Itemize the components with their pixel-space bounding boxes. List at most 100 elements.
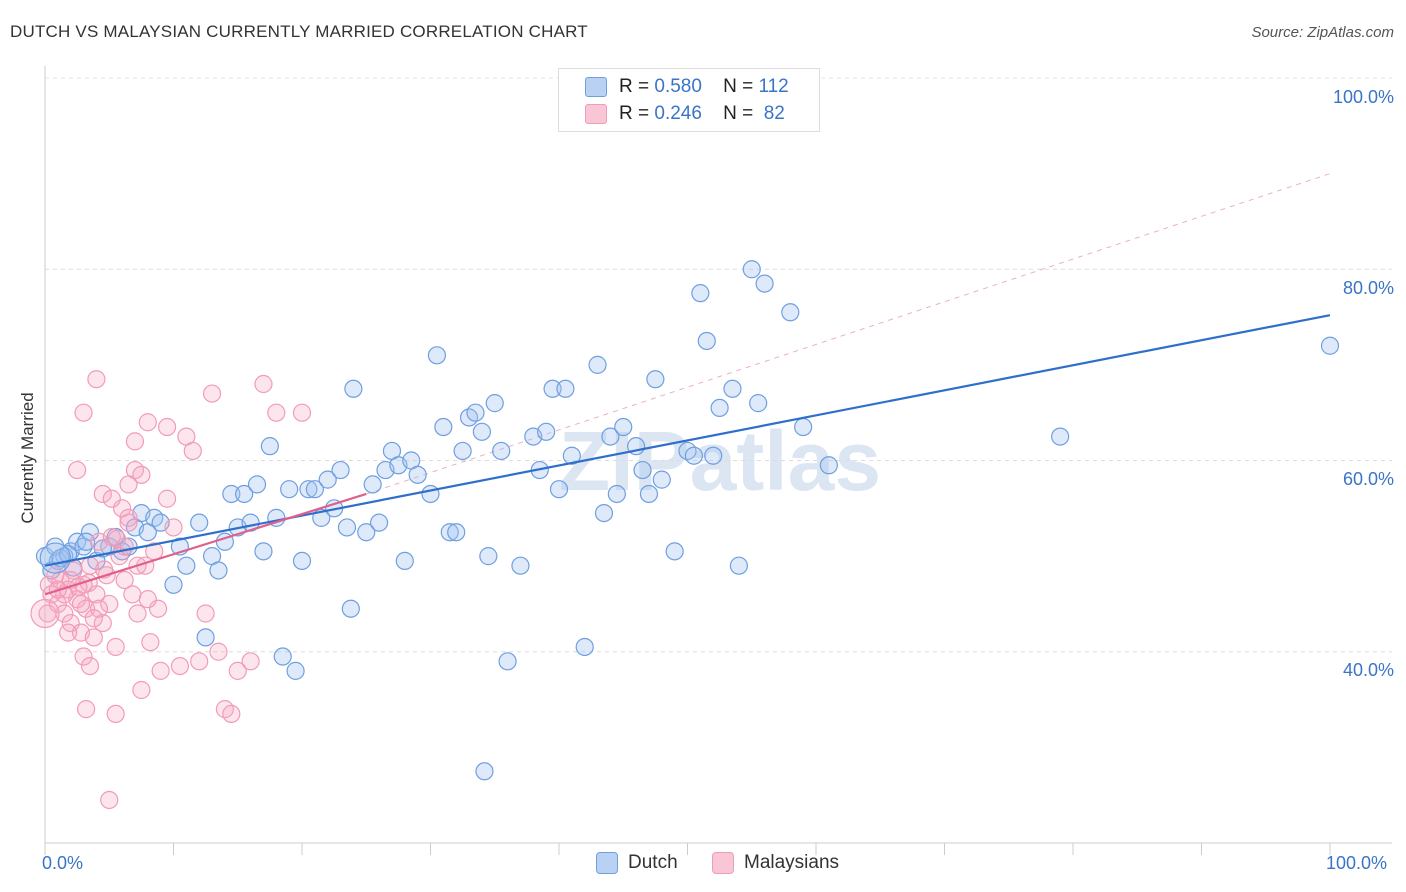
- legend-item-dutch[interactable]: Dutch: [596, 852, 678, 874]
- malaysians-point-36: [157, 417, 177, 437]
- malaysians-n-value: 82: [763, 103, 785, 124]
- malaysians-point-48: [241, 652, 260, 671]
- malaysians-point-29: [132, 465, 151, 484]
- malaysians-point-42: [196, 604, 215, 623]
- legend-item-malaysians[interactable]: Malaysians: [712, 852, 839, 874]
- dutch-point-32: [286, 661, 305, 680]
- malaysians-point-47: [228, 661, 247, 680]
- malaysians-point-25: [119, 513, 138, 532]
- dutch-point-71: [562, 446, 581, 465]
- malaysians-point-cluster: [30, 598, 60, 629]
- dutch-point-54: [440, 523, 459, 542]
- dutch-point-75: [601, 427, 620, 446]
- malaysians-point-26: [123, 585, 142, 604]
- dutch-point-56: [453, 441, 472, 461]
- malaysians-point-57: [132, 680, 151, 700]
- malaysians-point-51: [292, 403, 312, 422]
- dutch-point-18: [196, 628, 215, 647]
- dutch-point-70: [556, 379, 575, 398]
- stats-legend: R = 0.580 N = 112 R = 0.246 N = 82: [558, 68, 820, 132]
- dutch-point-43: [363, 475, 382, 494]
- dutch-point-52: [427, 346, 447, 365]
- malaysians-point-40: [183, 441, 202, 461]
- malaysians-r-value: 0.246: [654, 103, 702, 124]
- dutch-point-44: [370, 513, 389, 532]
- dutch-point-67: [537, 422, 556, 441]
- malaysians-point-19: [100, 594, 119, 614]
- dutch-point-99: [1320, 336, 1340, 355]
- malaysians-point-75: [138, 590, 157, 609]
- x-tick-label-100: 100.0%: [1326, 853, 1388, 873]
- malaysians-point-50: [267, 403, 286, 422]
- legend-dutch-swatch: [596, 852, 618, 874]
- dutch-point-37: [318, 470, 337, 489]
- malaysians-trend-line: [44, 492, 367, 596]
- malaysians-point-41: [190, 652, 209, 671]
- malaysians-point-70: [89, 599, 109, 618]
- y-tick-label-80: 80.0%: [1342, 278, 1394, 298]
- malaysians-point-64: [157, 489, 177, 508]
- dutch-trend-line: [44, 314, 1331, 567]
- y-tick-label-60: 60.0%: [1342, 469, 1394, 489]
- dutch-point-83: [665, 542, 684, 561]
- dutch-point-79: [633, 460, 652, 480]
- dutch-n-value: 112: [758, 76, 789, 97]
- dutch-point-86: [691, 284, 710, 303]
- dutch-point-97: [819, 456, 838, 475]
- dutch-point-100: [475, 762, 494, 781]
- malaysians-point-38: [170, 656, 190, 676]
- dutch-point-81: [646, 370, 665, 389]
- dutch-point-14: [164, 575, 183, 594]
- dutch-point-93: [749, 394, 768, 413]
- dutch-point-53: [434, 417, 453, 437]
- malaysians-point-55: [106, 704, 125, 724]
- malaysians-point-59: [74, 403, 93, 422]
- dutch-point-91: [729, 556, 749, 575]
- dutch-point-58: [466, 403, 485, 422]
- legend-dutch-label: Dutch: [628, 852, 678, 873]
- dutch-point-73: [588, 355, 607, 374]
- dutch-point-111: [59, 545, 78, 564]
- malaysians-point-54: [77, 700, 96, 719]
- stats-legend-row-dutch: R = 0.580 N = 112: [585, 74, 789, 100]
- dutch-point-80: [639, 484, 659, 504]
- dutch-point-94: [755, 274, 774, 293]
- dutch-point-51: [421, 484, 440, 504]
- malaysians-point-52: [74, 647, 93, 666]
- dutch-point-64: [511, 556, 530, 575]
- dutch-r-label: R =: [619, 76, 650, 97]
- dutch-point-77: [614, 417, 633, 437]
- dutch-point-26: [247, 475, 267, 494]
- chart-source: Source: ZipAtlas.com: [1251, 24, 1394, 41]
- dutch-point-41: [344, 379, 363, 398]
- malaysians-point-46: [222, 704, 241, 724]
- malaysians-point-78: [107, 529, 127, 549]
- dutch-point-98: [1051, 427, 1070, 446]
- malaysians-point-49: [254, 374, 273, 394]
- dutch-point-20: [209, 561, 228, 580]
- dutch-point-30: [273, 647, 292, 666]
- dutch-point-34: [299, 480, 318, 499]
- malaysians-point-77: [125, 432, 145, 451]
- dutch-point-60: [479, 547, 498, 566]
- malaysians-point-71: [84, 609, 103, 628]
- dutch-point-82: [652, 470, 671, 489]
- malaysians-point-60: [68, 460, 87, 480]
- dutch-point-27: [254, 542, 273, 561]
- dutch-point-87: [697, 331, 716, 351]
- malaysians-point-44: [209, 642, 228, 661]
- dutch-point-95: [781, 303, 800, 322]
- dutch-point-50: [408, 465, 427, 484]
- stats-legend-row-malaysians: R = 0.246 N = 82: [585, 101, 785, 127]
- legend-malaysians-label: Malaysians: [744, 852, 840, 873]
- malaysians-swatch: [585, 104, 607, 124]
- dutch-r-value: 0.580: [654, 76, 702, 97]
- malaysians-point-31: [138, 413, 157, 432]
- dutch-point-89: [710, 398, 729, 418]
- dutch-point-42: [357, 523, 376, 542]
- dutch-point-48: [395, 551, 414, 571]
- dutch-point-31: [280, 480, 299, 499]
- dutch-point-90: [723, 379, 742, 398]
- dutch-point-88: [704, 446, 723, 465]
